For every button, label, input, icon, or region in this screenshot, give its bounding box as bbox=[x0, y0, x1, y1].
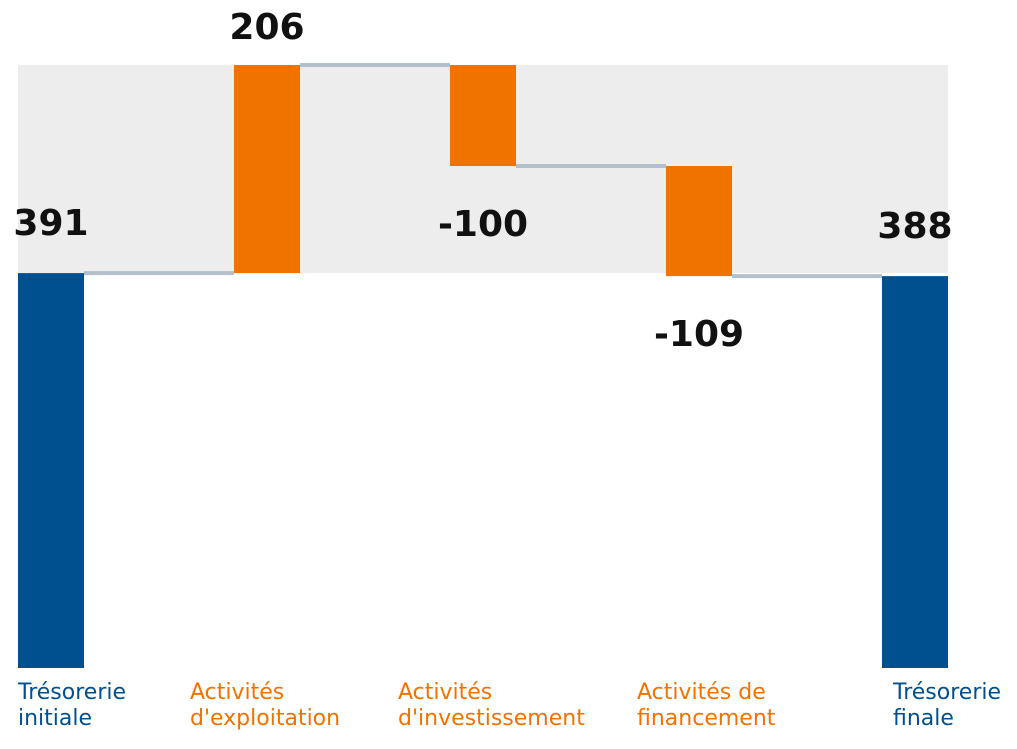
category-label: Activités d'exploitation bbox=[190, 680, 341, 731]
bar bbox=[450, 65, 516, 167]
bar bbox=[18, 273, 84, 668]
category-label: Trésorerie initiale bbox=[18, 680, 127, 731]
category-label: Activités d'investissement bbox=[398, 680, 585, 731]
value-label: 391 bbox=[13, 203, 88, 244]
bar bbox=[234, 65, 300, 274]
bar bbox=[882, 276, 948, 668]
value-label: 206 bbox=[229, 7, 304, 48]
value-label: -100 bbox=[438, 204, 528, 245]
value-label: 388 bbox=[877, 206, 952, 247]
bar bbox=[666, 166, 732, 277]
category-label: Activités de financement bbox=[637, 680, 776, 731]
category-label: Trésorerie finale bbox=[893, 680, 1002, 731]
value-label: -109 bbox=[654, 314, 744, 355]
